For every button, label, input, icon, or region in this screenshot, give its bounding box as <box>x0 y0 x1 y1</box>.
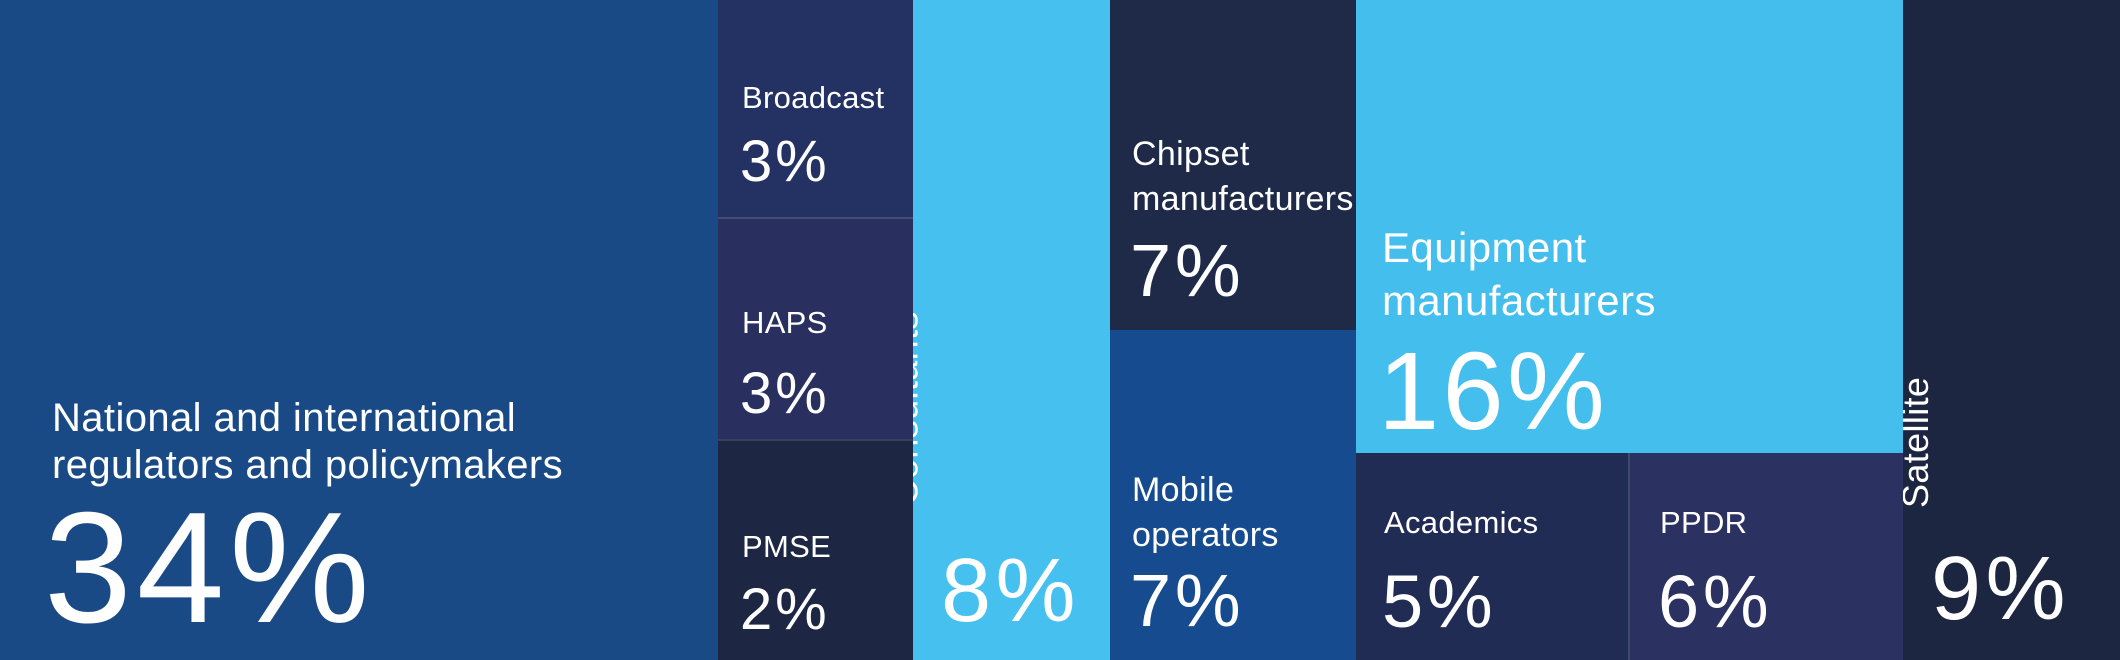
tile-value: 3% <box>740 129 830 194</box>
tile-label-line: Chipset <box>1132 135 1250 173</box>
tile-value: 16% <box>1378 330 1609 453</box>
tile-label-line: National and international <box>52 396 517 440</box>
treemap-tile-regulators: National and international regulators an… <box>0 0 718 660</box>
tile-value: 9% <box>1931 539 2071 639</box>
tile-label: Mobile operators <box>1132 468 1279 558</box>
tile-value: 3% <box>740 361 830 426</box>
tile-label-line: Mobile <box>1132 471 1235 509</box>
treemap-tile-equipment: Equipment manufacturers 16% <box>1356 0 1903 453</box>
treemap-tile-mobile-operators: Mobile operators 7% <box>1110 330 1356 660</box>
treemap-tile-haps: HAPS 3% <box>718 217 913 439</box>
tile-label: National and international regulators an… <box>52 395 563 489</box>
tile-label-line: manufacturers <box>1132 179 1354 218</box>
tile-label: Equipment manufacturers <box>1382 222 1656 327</box>
treemap-tile-pmse: PMSE 2% <box>718 439 913 660</box>
tile-label: Academics <box>1384 505 1539 540</box>
treemap-tile-tech-companies: Tech companies & Consultants 8% <box>913 0 1110 660</box>
tile-label: Chipset manufacturers <box>1132 132 1354 222</box>
treemap-tile-satellite: Satellite 9% <box>1903 0 2120 660</box>
treemap-tile-ppdr: PPDR 6% <box>1628 453 1903 660</box>
tile-label-line: Consultants <box>913 310 926 505</box>
tile-label-line: operators <box>1132 515 1279 554</box>
tile-label-line: Equipment <box>1382 224 1587 271</box>
tile-value: 8% <box>941 541 1081 641</box>
tile-label: HAPS <box>742 305 828 340</box>
tile-label-vertical: Satellite <box>1903 376 1936 508</box>
treemap-tile-academics: Academics 5% <box>1356 453 1628 660</box>
tile-label-line: regulators and policymakers <box>52 443 564 488</box>
tile-label-vertical: Tech companies & Consultants <box>913 205 927 505</box>
treemap-tile-chipset: Chipset manufacturers 7% <box>1110 0 1356 330</box>
tile-label: PPDR <box>1660 505 1748 540</box>
tile-value: 6% <box>1658 560 1773 643</box>
tile-value: 7% <box>1130 229 1245 312</box>
tile-label: PMSE <box>742 529 832 564</box>
tile-label: Broadcast <box>742 80 885 115</box>
tile-value: 2% <box>740 577 830 642</box>
tile-label-line: manufacturers <box>1382 276 1656 324</box>
tile-value: 5% <box>1382 560 1497 643</box>
tile-value: 7% <box>1130 559 1245 642</box>
treemap-tile-broadcast: Broadcast 3% <box>718 0 913 217</box>
tile-value: 34% <box>44 480 375 656</box>
